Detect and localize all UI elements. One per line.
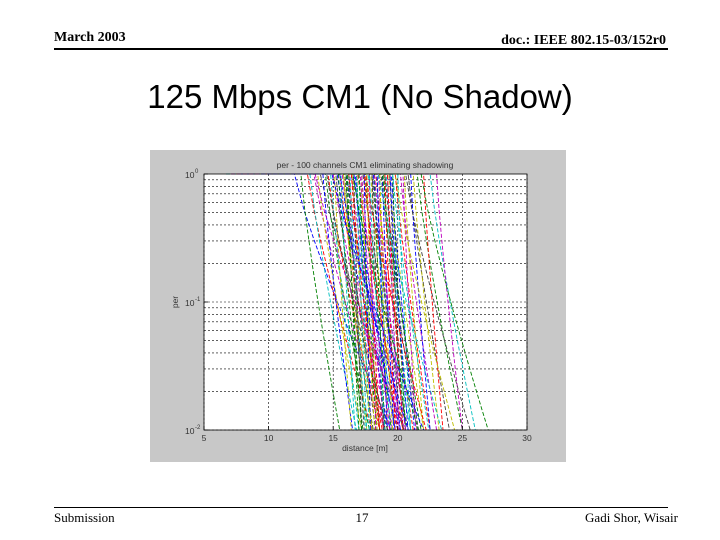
series-line [306, 173, 404, 431]
series-line [231, 173, 407, 431]
series-line [355, 173, 438, 431]
x-tick-label: 30 [522, 433, 532, 443]
x-tick-label: 25 [458, 433, 468, 443]
footer-rule [54, 507, 668, 508]
series-line [350, 173, 456, 431]
series-line [372, 173, 463, 431]
footer-submission: Submission [54, 510, 115, 525]
header-doc-id: doc.: IEEE 802.15-03/152r0 [501, 33, 666, 48]
header-rule [54, 48, 668, 50]
series-line [259, 173, 363, 431]
y-tick-exponent: -1 [195, 297, 201, 303]
per-vs-distance-chart: per - 100 channels CM1 eliminating shado… [150, 150, 566, 462]
series-line [359, 173, 476, 431]
series-line [303, 173, 407, 431]
series-line [346, 173, 416, 431]
series-line [236, 173, 373, 431]
series-line [346, 173, 425, 431]
series-line [282, 173, 396, 431]
series-line [280, 173, 370, 431]
y-tick-label: 10 [185, 298, 195, 308]
series-line [267, 173, 381, 431]
series-line [238, 173, 354, 431]
series-line [311, 173, 368, 431]
series-line [319, 173, 399, 431]
series-line [254, 173, 364, 431]
y-axis-label: per [170, 296, 180, 308]
series-line [324, 173, 422, 431]
series-line [365, 173, 444, 431]
series-line [282, 173, 356, 431]
x-axis-label: distance [m] [342, 443, 388, 453]
series-line [316, 173, 404, 431]
x-tick-label: 5 [202, 433, 207, 443]
series-line [298, 173, 378, 431]
x-tick-label: 20 [393, 433, 403, 443]
series-line [312, 173, 407, 431]
series-line [269, 173, 381, 431]
footer-author: Gadi Shor, Wisair [585, 510, 678, 525]
series-line [285, 173, 377, 431]
series-line [326, 173, 431, 431]
series-line [308, 173, 430, 431]
series-line [268, 173, 386, 431]
slide-title: 125 Mbps CM1 (No Shadow) [147, 78, 573, 115]
series-line [331, 173, 409, 431]
footer-page-number: 17 [355, 510, 369, 525]
y-tick-label: 10 [185, 170, 195, 180]
series-line [311, 173, 386, 431]
y-tick-exponent: 0 [195, 169, 199, 175]
chart-title: per - 100 channels CM1 eliminating shado… [277, 160, 454, 170]
series-line [357, 173, 417, 431]
series-line [290, 173, 365, 431]
series-line [259, 173, 360, 431]
series-line [313, 173, 412, 431]
series-line [317, 173, 425, 431]
series-line [337, 173, 489, 431]
series-line [260, 173, 425, 431]
series-line [286, 173, 404, 431]
series-line [269, 173, 363, 431]
series-line [242, 173, 341, 431]
series-line [352, 173, 463, 431]
series-line [289, 173, 352, 431]
x-tick-labels: 5 10 15 20 25 30 [202, 426, 532, 443]
y-tick-exponent: -2 [195, 425, 201, 431]
series-line [275, 173, 370, 431]
series-line [288, 173, 404, 431]
x-tick-label: 15 [328, 433, 338, 443]
series-line [275, 173, 363, 431]
series-line [255, 173, 409, 431]
y-tick-label: 10 [185, 426, 195, 436]
series-line [307, 173, 419, 431]
series-line [355, 173, 440, 431]
series-line [337, 173, 450, 431]
series-line [324, 173, 395, 431]
series-line [300, 173, 396, 431]
series-line [313, 173, 385, 431]
header-date: March 2003 [54, 30, 126, 45]
series-group [226, 173, 489, 431]
series-line [303, 173, 391, 431]
series-line [295, 173, 378, 431]
series-line [295, 173, 394, 431]
series-line [280, 173, 372, 431]
series-line [299, 173, 377, 431]
series-line [324, 173, 431, 431]
x-tick-label: 10 [264, 433, 274, 443]
series-line [331, 173, 388, 431]
series-line [275, 173, 381, 431]
series-line [307, 173, 427, 431]
series-line [298, 173, 373, 431]
series-line [249, 173, 392, 431]
